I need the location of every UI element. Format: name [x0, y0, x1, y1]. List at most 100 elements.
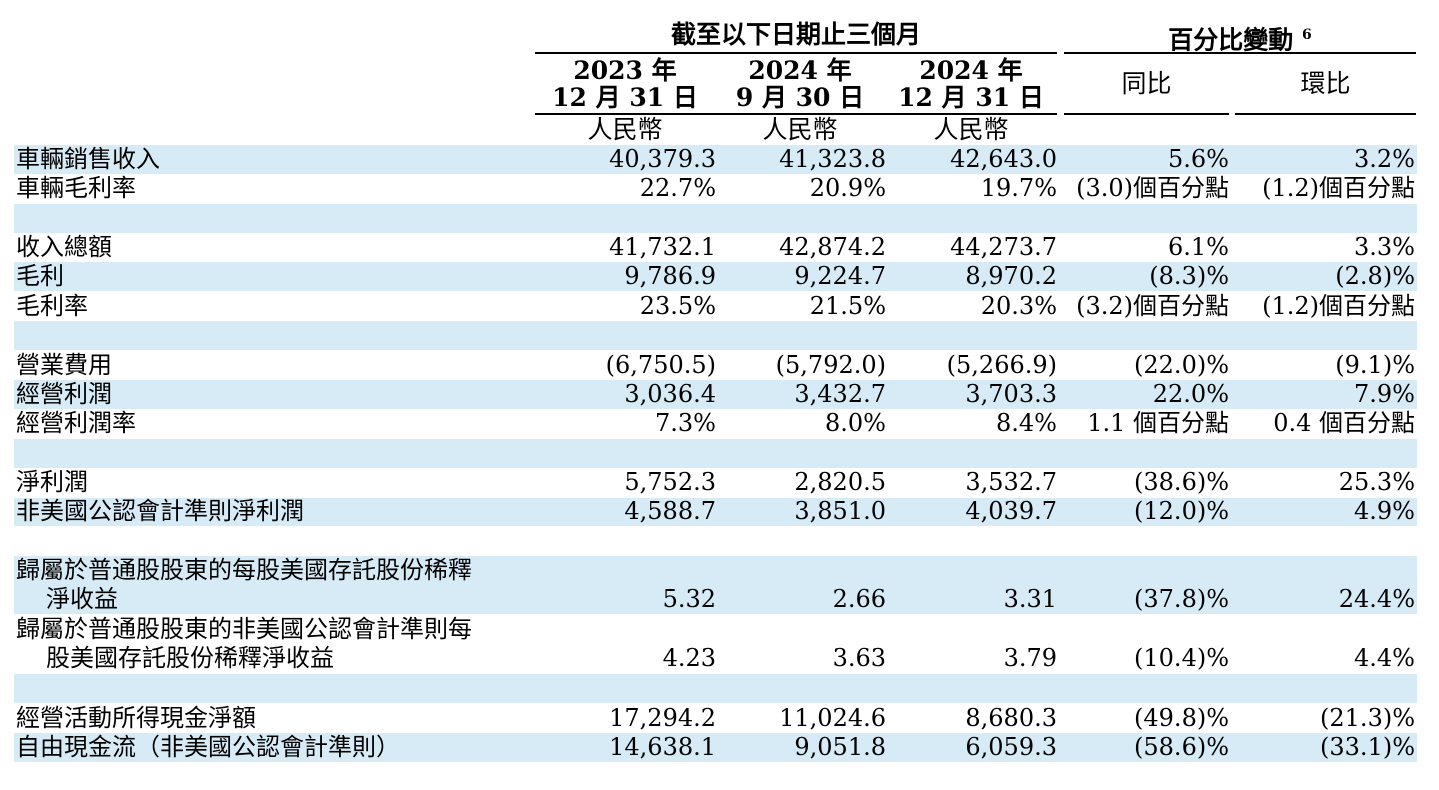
- value-cell: 8,970.2: [965, 262, 1057, 290]
- row-band: [14, 262, 1417, 291]
- value-cell: 3.2%: [1354, 145, 1415, 173]
- value-cell: 7.3%: [655, 409, 716, 437]
- value-cell: 0.4 個百分點: [1273, 409, 1415, 437]
- value-cell: 8,680.3: [965, 704, 1057, 732]
- row-label: 經營利潤率: [16, 409, 136, 437]
- value-cell: (5,792.0): [775, 351, 886, 379]
- header-rule-yoy: [1064, 113, 1229, 115]
- value-cell: 41,323.8: [779, 145, 886, 173]
- col2-currency: 人民幣: [762, 115, 838, 144]
- row-band: [14, 439, 1417, 468]
- change-group-header: 百分比變動 6: [1064, 21, 1416, 54]
- qoq-header: 環比: [1300, 69, 1351, 98]
- col1-date: 12 月 31 日: [552, 83, 698, 112]
- value-cell: 3,703.3: [965, 380, 1057, 408]
- value-cell: 2.66: [832, 585, 886, 613]
- value-cell: 25.3%: [1338, 468, 1415, 496]
- value-cell: (10.4)%: [1134, 644, 1229, 672]
- header-rule-qoq: [1235, 113, 1416, 115]
- value-cell: (38.6)%: [1134, 468, 1229, 496]
- col2-year: 2024 年: [748, 56, 852, 85]
- row-band: [14, 204, 1417, 233]
- yoy-header: 同比: [1121, 69, 1172, 98]
- value-cell: 3.3%: [1354, 233, 1415, 261]
- value-cell: 19.7%: [980, 174, 1057, 202]
- value-cell: 41,732.1: [609, 233, 716, 261]
- value-cell: 3.63: [832, 644, 886, 672]
- value-cell: 21.5%: [809, 292, 886, 320]
- value-cell: 17,294.2: [609, 704, 716, 732]
- row-label-continued: 淨收益: [46, 585, 118, 613]
- row-label: 歸屬於普通股股東的每股美國存託股份稀釋: [16, 556, 472, 584]
- row-label: 收入總額: [16, 233, 112, 261]
- value-cell: 5,752.3: [624, 468, 716, 496]
- value-cell: (58.6)%: [1134, 733, 1229, 761]
- row-label-continued: 股美國存託股份稀釋淨收益: [46, 644, 334, 672]
- period-group-header: 截至以下日期止三個月: [670, 20, 921, 49]
- header-rule-dates: [535, 113, 1057, 115]
- value-cell: 42,643.0: [950, 145, 1057, 173]
- value-cell: 3,532.7: [965, 468, 1057, 496]
- value-cell: (5,266.9): [946, 351, 1057, 379]
- value-cell: (3.0)個百分點: [1076, 174, 1229, 202]
- row-label: 淨利潤: [16, 468, 88, 496]
- row-label: 自由現金流（非美國公認會計準則）: [16, 733, 400, 761]
- value-cell: 3,036.4: [624, 380, 716, 408]
- value-cell: 7.9%: [1354, 380, 1415, 408]
- value-cell: 8.0%: [825, 409, 886, 437]
- col3-currency: 人民幣: [933, 115, 1009, 144]
- value-cell: 4.4%: [1354, 644, 1415, 672]
- value-cell: (1.2)個百分點: [1262, 292, 1415, 320]
- value-cell: 9,786.9: [624, 262, 716, 290]
- value-cell: 20.9%: [809, 174, 886, 202]
- value-cell: 20.3%: [980, 292, 1057, 320]
- value-cell: (9.1)%: [1335, 351, 1415, 379]
- value-cell: 9,051.8: [794, 733, 886, 761]
- row-band: [14, 321, 1417, 350]
- value-cell: (33.1)%: [1320, 733, 1415, 761]
- value-cell: 5.32: [662, 585, 716, 613]
- value-cell: 23.5%: [639, 292, 716, 320]
- col2-date: 9 月 30 日: [735, 83, 865, 112]
- value-cell: 3,851.0: [794, 497, 886, 525]
- value-cell: (1.2)個百分點: [1262, 174, 1415, 202]
- value-cell: 6.1%: [1168, 233, 1229, 261]
- change-footnote-marker: 6: [1301, 27, 1312, 43]
- value-cell: (2.8)%: [1335, 262, 1415, 290]
- value-cell: 2,820.5: [794, 468, 886, 496]
- value-cell: 3,432.7: [794, 380, 886, 408]
- value-cell: 4.23: [662, 644, 716, 672]
- value-cell: (3.2)個百分點: [1076, 292, 1229, 320]
- header-rule-period: [535, 52, 1057, 54]
- row-label: 非美國公認會計準則淨利潤: [16, 497, 304, 525]
- value-cell: 3.79: [1003, 644, 1057, 672]
- value-cell: (8.3)%: [1149, 262, 1229, 290]
- value-cell: 40,379.3: [609, 145, 716, 173]
- row-band: [14, 498, 1417, 526]
- row-label: 車輛毛利率: [16, 174, 136, 202]
- row-band: [14, 674, 1417, 703]
- value-cell: (22.0)%: [1134, 351, 1229, 379]
- value-cell: 11,024.6: [779, 704, 886, 732]
- value-cell: (37.8)%: [1134, 585, 1229, 613]
- col3-date: 12 月 31 日: [898, 83, 1044, 112]
- col1-year: 2023 年: [573, 56, 677, 85]
- header-rule-change: [1064, 52, 1416, 54]
- row-band: [14, 380, 1417, 409]
- value-cell: 22.7%: [639, 174, 716, 202]
- col3-year: 2024 年: [919, 56, 1023, 85]
- row-band: [14, 556, 1417, 614]
- row-label: 歸屬於普通股股東的非美國公認會計準則每: [16, 615, 472, 643]
- row-label: 經營活動所得現金淨額: [16, 704, 256, 732]
- row-label: 營業費用: [16, 351, 112, 379]
- value-cell: (6,750.5): [605, 351, 716, 379]
- value-cell: 9,224.7: [794, 262, 886, 290]
- value-cell: 6,059.3: [965, 733, 1057, 761]
- row-label: 車輛銷售收入: [16, 145, 160, 173]
- value-cell: 22.0%: [1152, 380, 1229, 408]
- row-band: [14, 733, 1417, 762]
- value-cell: 4,588.7: [624, 497, 716, 525]
- value-cell: 1.1 個百分點: [1087, 409, 1229, 437]
- value-cell: 3.31: [1003, 585, 1057, 613]
- value-cell: (21.3)%: [1320, 704, 1415, 732]
